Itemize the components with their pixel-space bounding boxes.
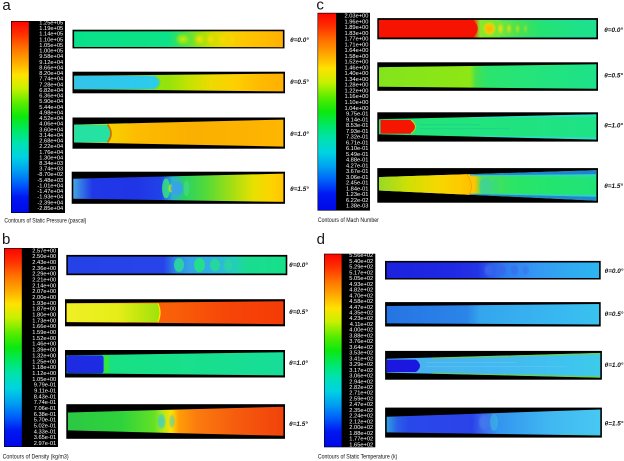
svg-text:θ=1.5°: θ=1.5° <box>290 185 309 193</box>
svg-text:θ=0.5°: θ=0.5° <box>289 308 308 316</box>
svg-text:c: c <box>316 0 324 14</box>
svg-text:2.03e+001.96e+001.89e+001.83e+: 2.03e+00 1.96e+00 1.89e+00 1.83e+00 1.77e+00… <box>345 14 369 210</box>
svg-text:θ=0.5°: θ=0.5° <box>605 310 624 318</box>
svg-text:θ=0.0°: θ=0.0° <box>604 26 623 34</box>
svg-text:Contours of Density (kg/m3): Contours of Density (kg/m3) <box>3 454 69 461</box>
svg-text:Contours of Static Temperature: Contours of Static Temperature (k) <box>318 454 397 461</box>
svg-text:θ=0.5°: θ=0.5° <box>604 72 623 80</box>
svg-text:b: b <box>2 231 10 248</box>
svg-text:θ=1.0°: θ=1.0° <box>290 130 309 138</box>
svg-text:θ=0.0°: θ=0.0° <box>290 36 309 44</box>
svg-text:d: d <box>317 231 325 248</box>
svg-text:θ=1.5°: θ=1.5° <box>604 182 623 190</box>
svg-text:θ=1.0°: θ=1.0° <box>604 121 623 129</box>
svg-text:1.25e+051.19e+051.14e+051.10e+: 1.25e+05 1.19e+05 1.14e+05 1.10e+05 1.05e+05… <box>37 21 63 213</box>
svg-text:θ=0.0°: θ=0.0° <box>289 261 308 269</box>
svg-text:5.56e+025.40e+025.29e+025.17e+: 5.56e+02 5.40e+02 5.29e+02 5.17e+02 5.05e+02… <box>349 253 373 448</box>
svg-text:2.57e+002.50e+002.43e+002.36e+: 2.57e+00 2.50e+00 2.43e+00 2.36e+00 2.29e+00… <box>32 248 56 447</box>
svg-text:θ=1.5°: θ=1.5° <box>605 420 624 428</box>
svg-text:θ=1.5°: θ=1.5° <box>289 420 308 428</box>
svg-text:θ=0.5°: θ=0.5° <box>290 78 309 86</box>
svg-text:θ=1.0°: θ=1.0° <box>605 361 624 369</box>
svg-text:Contours of Mach Number: Contours of Mach Number <box>318 217 379 224</box>
svg-text:a: a <box>2 0 11 14</box>
svg-text:Contours of Static Pressure (p: Contours of Static Pressure (pascal) <box>4 217 86 224</box>
svg-text:θ=1.0°: θ=1.0° <box>289 359 308 367</box>
svg-text:θ=0.0°: θ=0.0° <box>605 267 624 275</box>
